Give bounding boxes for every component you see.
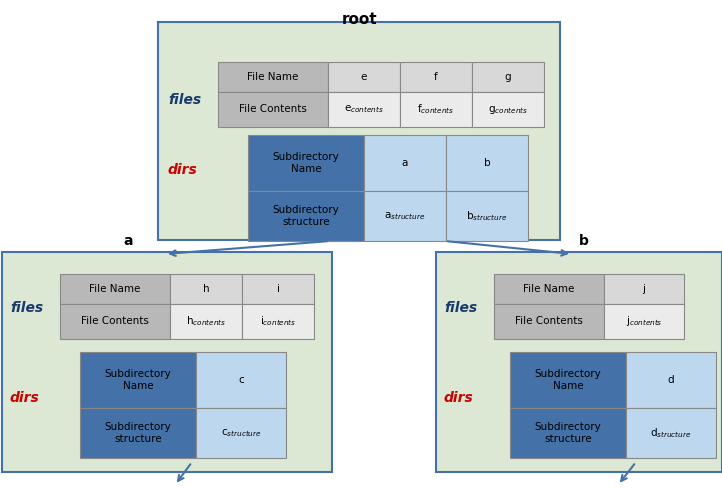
Text: File Contents: File Contents	[81, 317, 149, 326]
Text: b: b	[579, 234, 589, 248]
Bar	[242, 274, 314, 304]
Bar	[328, 92, 400, 127]
Text: File Contents: File Contents	[239, 104, 307, 115]
Bar	[196, 408, 286, 458]
Bar	[472, 62, 544, 92]
Text: h$_{contents}$: h$_{contents}$	[186, 315, 226, 328]
Text: h: h	[203, 284, 209, 294]
Text: Subdirectory
Name: Subdirectory Name	[105, 369, 171, 391]
Bar	[604, 304, 684, 339]
Text: g$_{contents}$: g$_{contents}$	[488, 103, 528, 116]
Bar	[446, 135, 528, 191]
Text: Subdirectory
Name: Subdirectory Name	[534, 369, 601, 391]
Bar	[472, 92, 544, 127]
Bar	[248, 135, 364, 191]
Text: dirs: dirs	[10, 391, 40, 405]
Text: i$_{contents}$: i$_{contents}$	[260, 315, 296, 328]
Text: Subdirectory
structure: Subdirectory structure	[534, 422, 601, 444]
Text: c$_{structure}$: c$_{structure}$	[221, 427, 261, 439]
Text: a$_{structure}$: a$_{structure}$	[384, 210, 426, 222]
Text: File Contents: File Contents	[515, 317, 583, 326]
Bar	[400, 62, 472, 92]
Bar	[248, 191, 364, 241]
Bar	[2, 252, 332, 472]
Bar	[364, 135, 446, 191]
Bar	[436, 252, 722, 472]
Text: files: files	[10, 301, 43, 315]
Bar	[170, 304, 242, 339]
Text: b: b	[484, 158, 490, 168]
Bar	[60, 304, 170, 339]
Bar	[626, 352, 716, 408]
Text: e: e	[361, 72, 367, 82]
Text: j: j	[643, 284, 645, 294]
Bar	[218, 62, 328, 92]
Bar	[80, 352, 196, 408]
Text: Subdirectory
structure: Subdirectory structure	[105, 422, 171, 444]
Text: d: d	[668, 375, 674, 385]
Text: j$_{contents}$: j$_{contents}$	[626, 314, 662, 328]
Bar	[60, 274, 170, 304]
Bar	[242, 304, 314, 339]
Text: dirs: dirs	[444, 391, 474, 405]
Text: f: f	[434, 72, 438, 82]
Bar	[604, 274, 684, 304]
Bar	[170, 274, 242, 304]
Text: a: a	[402, 158, 408, 168]
Text: files: files	[444, 301, 477, 315]
Bar	[218, 92, 328, 127]
Text: Subdirectory
structure: Subdirectory structure	[273, 205, 339, 227]
Text: a: a	[123, 234, 133, 248]
Text: files: files	[168, 93, 201, 107]
Text: c: c	[238, 375, 244, 385]
Bar	[158, 22, 560, 240]
Bar	[446, 191, 528, 241]
Text: d$_{structure}$: d$_{structure}$	[651, 426, 692, 440]
Bar	[80, 408, 196, 458]
Text: root: root	[342, 12, 378, 27]
Text: b$_{structure}$: b$_{structure}$	[466, 209, 508, 223]
Bar	[494, 304, 604, 339]
Text: e$_{contents}$: e$_{contents}$	[344, 103, 384, 115]
Bar	[400, 92, 472, 127]
Bar	[196, 352, 286, 408]
Text: File Name: File Name	[248, 72, 299, 82]
Text: dirs: dirs	[168, 163, 198, 177]
Bar	[328, 62, 400, 92]
Text: g: g	[505, 72, 511, 82]
Bar	[626, 408, 716, 458]
Text: File Name: File Name	[90, 284, 141, 294]
Text: File Name: File Name	[523, 284, 575, 294]
Text: f$_{contents}$: f$_{contents}$	[417, 102, 455, 117]
Bar	[494, 274, 604, 304]
Bar	[510, 352, 626, 408]
Text: i: i	[277, 284, 279, 294]
Bar	[510, 408, 626, 458]
Text: Subdirectory
Name: Subdirectory Name	[273, 152, 339, 174]
Bar	[364, 191, 446, 241]
